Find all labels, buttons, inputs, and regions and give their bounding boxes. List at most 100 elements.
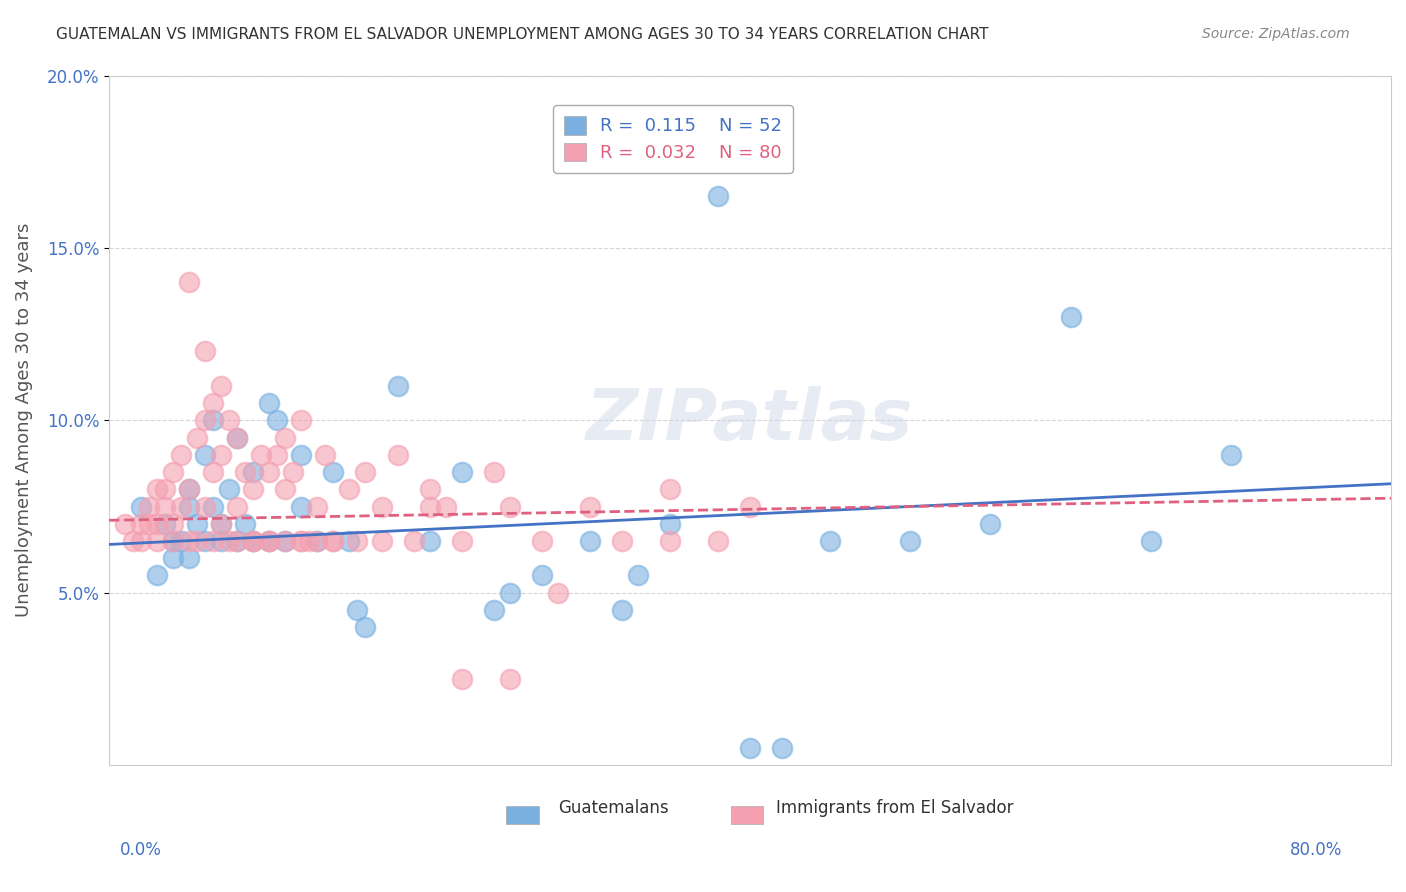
Point [402, 533, 425, 548]
Point [259, 533, 281, 548]
Point [218, 483, 240, 497]
Point [186, 516, 208, 531]
Point [346, 533, 368, 548]
Point [242, 533, 264, 548]
Point [307, 533, 329, 548]
Point [530, 533, 553, 548]
Point [226, 533, 249, 548]
Point [370, 533, 392, 548]
Point [979, 516, 1001, 531]
Text: Immigrants from El Salvador: Immigrants from El Salvador [776, 799, 1014, 817]
Point [419, 500, 441, 514]
Point [307, 500, 329, 514]
Point [354, 620, 377, 634]
Point [129, 516, 152, 531]
Point [547, 585, 569, 599]
FancyBboxPatch shape [506, 806, 538, 823]
Point [162, 533, 184, 548]
Point [274, 431, 297, 445]
Y-axis label: Unemployment Among Ages 30 to 34 years: Unemployment Among Ages 30 to 34 years [15, 223, 32, 617]
Point [387, 379, 409, 393]
Point [482, 603, 505, 617]
Point [194, 533, 217, 548]
Point [242, 483, 264, 497]
Point [259, 533, 281, 548]
Point [266, 448, 288, 462]
Text: 0.0%: 0.0% [120, 840, 162, 858]
Point [450, 533, 472, 548]
Point [226, 431, 249, 445]
Text: Source: ZipAtlas.com: Source: ZipAtlas.com [1202, 27, 1350, 41]
Point [170, 448, 193, 462]
Point [658, 533, 681, 548]
Text: 80.0%: 80.0% [1291, 840, 1343, 858]
Point [346, 603, 368, 617]
Point [179, 500, 201, 514]
Point [450, 672, 472, 686]
Point [274, 483, 297, 497]
Point [226, 533, 249, 548]
Point [450, 465, 472, 479]
Point [194, 344, 217, 359]
Point [290, 448, 312, 462]
Point [226, 500, 249, 514]
Point [179, 276, 201, 290]
Point [707, 533, 730, 548]
Point [186, 533, 208, 548]
Point [194, 413, 217, 427]
Point [307, 533, 329, 548]
Point [322, 465, 344, 479]
Text: ZIPatlas: ZIPatlas [586, 386, 914, 455]
Point [162, 516, 184, 531]
Point [290, 533, 312, 548]
Point [579, 500, 602, 514]
Point [202, 413, 225, 427]
Point [499, 500, 522, 514]
Point [242, 533, 264, 548]
Point [129, 533, 152, 548]
Point [179, 551, 201, 566]
Point [129, 500, 152, 514]
Point [530, 568, 553, 582]
Point [314, 448, 336, 462]
Point [322, 533, 344, 548]
Point [218, 413, 240, 427]
Point [242, 533, 264, 548]
Point [738, 500, 761, 514]
Point [153, 516, 176, 531]
Point [202, 396, 225, 410]
Point [209, 379, 232, 393]
FancyBboxPatch shape [731, 806, 763, 823]
Point [339, 533, 361, 548]
Point [387, 448, 409, 462]
Point [610, 603, 633, 617]
Point [290, 413, 312, 427]
Point [170, 533, 193, 548]
Point [266, 413, 288, 427]
Point [290, 500, 312, 514]
Legend: R =  0.115    N = 52, R =  0.032    N = 80: R = 0.115 N = 52, R = 0.032 N = 80 [553, 105, 793, 173]
Point [259, 533, 281, 548]
Point [259, 465, 281, 479]
Point [202, 500, 225, 514]
Point [499, 585, 522, 599]
Point [579, 533, 602, 548]
Point [818, 533, 841, 548]
Point [202, 533, 225, 548]
Point [370, 500, 392, 514]
Point [298, 533, 321, 548]
Point [146, 533, 169, 548]
Point [354, 465, 377, 479]
Point [179, 483, 201, 497]
Point [146, 568, 169, 582]
Point [194, 500, 217, 514]
Point [419, 483, 441, 497]
Point [770, 740, 793, 755]
Point [738, 740, 761, 755]
Point [242, 465, 264, 479]
Point [1059, 310, 1081, 324]
Point [482, 465, 505, 479]
Point [209, 533, 232, 548]
Point [186, 431, 208, 445]
Point [226, 431, 249, 445]
